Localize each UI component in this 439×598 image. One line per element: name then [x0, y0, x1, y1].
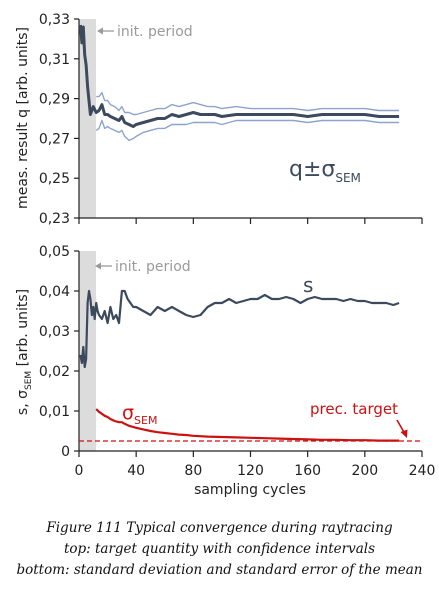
bottom-x-axis-label: sampling cycles: [194, 482, 306, 498]
top-chart: 0,23 0,25 0,27 0,29 0,31 0,33 init. period q±…: [15, 12, 423, 227]
top-series-label: q±σSEM: [289, 157, 361, 185]
top-series-mean: [78, 24, 400, 128]
bottom-s-label: s: [303, 273, 313, 297]
bottom-y-axis-label: s, σSEM [arb. units]: [15, 289, 34, 415]
bot-y-tick-label: 0,05: [39, 244, 70, 260]
series-sigma-sem-line: [95, 408, 400, 442]
top-y-tick-label: 0,25: [39, 171, 70, 187]
top-series-lower: [95, 119, 400, 142]
top-series-upper: [96, 91, 400, 116]
bot-x-tick-label: 240: [409, 463, 436, 479]
series-s-line: [79, 289, 400, 369]
top-x-ticks: [78, 218, 423, 224]
bot-x-tick-label: 80: [184, 463, 202, 479]
bot-x-tick-label: 0: [75, 463, 84, 479]
top-init-period-label: init. period: [117, 24, 193, 40]
bot-y-tick-label: 0,02: [39, 364, 70, 380]
bottom-target-label: prec. target: [310, 400, 398, 418]
caption-line-2: top: target quantity with confidence int…: [63, 541, 376, 557]
bottom-target-arrowhead: [400, 429, 408, 438]
top-series: [78, 24, 400, 142]
top-init-period-shade: [79, 19, 96, 218]
bottom-y-ticks: 0 0,01 0,02 0,03 0,04 0,05: [39, 244, 79, 460]
caption-line-3: bottom: standard deviation and standard …: [16, 562, 423, 578]
top-y-tick-label: 0,29: [39, 92, 70, 108]
bot-x-tick-label: 200: [351, 463, 378, 479]
bottom-sigma-label: σSEM: [122, 402, 157, 427]
top-y-tick-label: 0,27: [39, 131, 70, 147]
figure-caption: Figure 111 Typical convergence during ra…: [0, 518, 439, 581]
bottom-chart: 00,010,020,030,040,05 0 40 80 120 160 200 240 …: [15, 244, 435, 498]
bot-y-tick-label: 0,04: [39, 284, 70, 300]
bot-x-tick-label: 40: [127, 463, 145, 479]
bot-x-tick-label: 120: [237, 463, 264, 479]
bottom-init-period-shade: [79, 251, 96, 451]
bot-x-tick-label: 160: [294, 463, 321, 479]
bottom-x-ticks: 0 40 80 120 160 200 240: [75, 451, 436, 479]
bot-y-tick-label: 0: [61, 444, 70, 460]
top-y-ticks: 0,23 0,25 0,27 0,29 0,31 0,33: [39, 12, 79, 227]
bottom-init-period-label: init. period: [115, 259, 191, 275]
top-y-axis-label: meas. result q [arb. units]: [15, 27, 31, 209]
bot-y-tick-label: 0,03: [39, 324, 70, 340]
bot-y-tick-label: 0,01: [39, 404, 70, 420]
top-y-tick-label: 0,23: [39, 211, 70, 227]
top-y-tick-label: 0,31: [39, 52, 70, 68]
top-y-tick-label: 0,33: [39, 12, 70, 28]
figure: 0,23 0,25 0,27 0,29 0,31 0,33 init. period q±…: [15, 12, 435, 498]
caption-line-1: Figure 111 Typical convergence during ra…: [46, 520, 393, 536]
bottom-series: [79, 289, 400, 442]
top-init-arrowhead: [97, 27, 103, 35]
bottom-init-arrowhead: [95, 262, 101, 270]
